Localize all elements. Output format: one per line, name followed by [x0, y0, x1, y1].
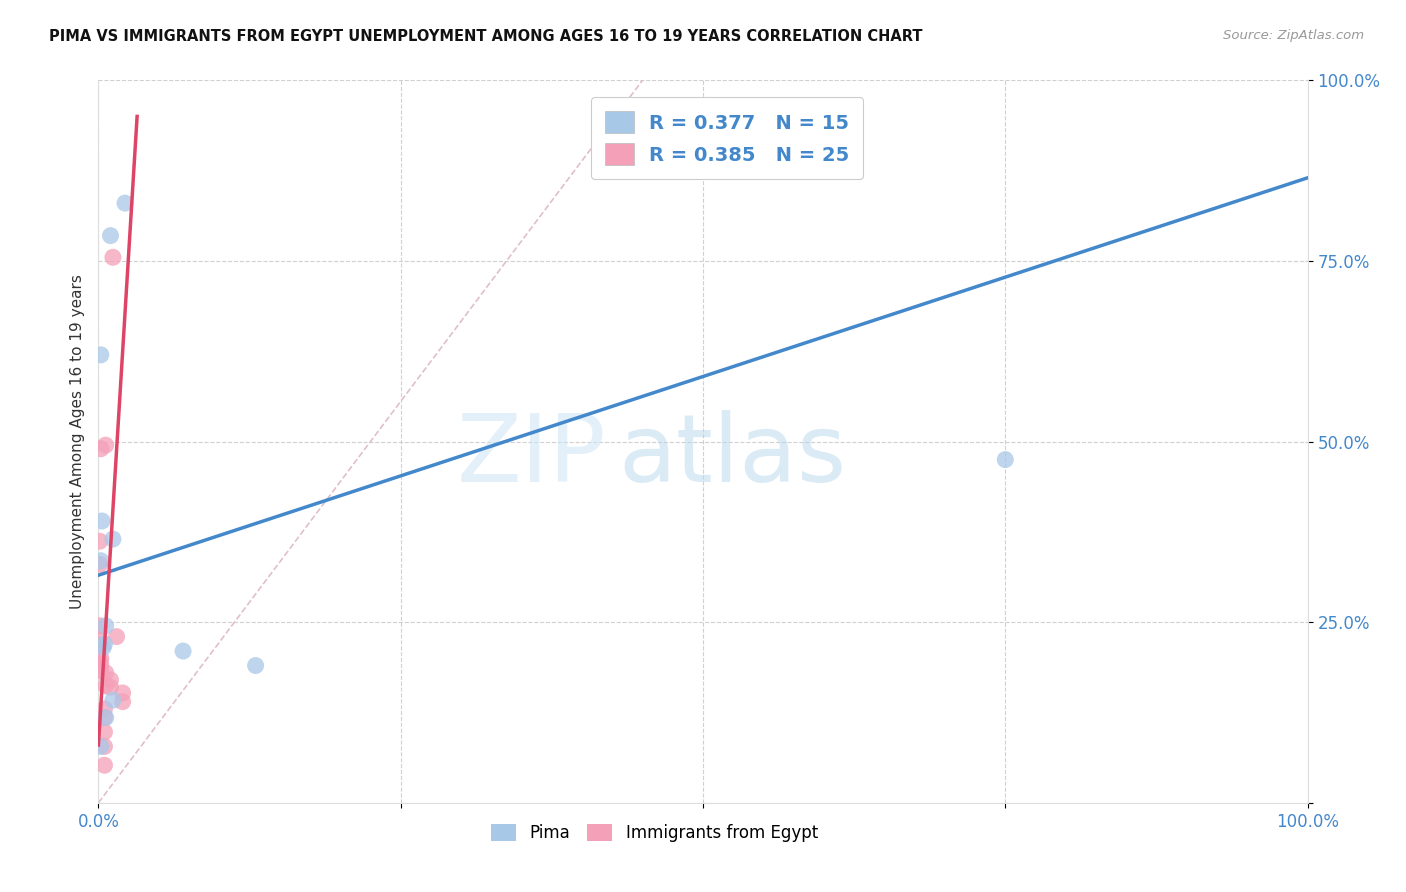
Legend: Pima, Immigrants from Egypt: Pima, Immigrants from Egypt	[485, 817, 824, 848]
Point	[245, 658, 267, 673]
Point	[172, 644, 194, 658]
Point	[93, 637, 115, 651]
Point	[114, 196, 136, 211]
Text: ZIP: ZIP	[457, 410, 606, 502]
Y-axis label: Unemployment Among Ages 16 to 19 years: Unemployment Among Ages 16 to 19 years	[69, 274, 84, 609]
Point	[89, 658, 111, 673]
Point	[101, 693, 124, 707]
Point	[93, 725, 115, 739]
Point	[100, 680, 122, 694]
Text: PIMA VS IMMIGRANTS FROM EGYPT UNEMPLOYMENT AMONG AGES 16 TO 19 YEARS CORRELATION: PIMA VS IMMIGRANTS FROM EGYPT UNEMPLOYME…	[49, 29, 922, 44]
Point	[93, 758, 115, 772]
Point	[105, 630, 128, 644]
Point	[111, 686, 134, 700]
Point	[94, 438, 117, 452]
Point	[94, 619, 117, 633]
Point	[90, 554, 112, 568]
Point	[101, 532, 124, 546]
Text: atlas: atlas	[619, 410, 846, 502]
Point	[89, 558, 111, 572]
Point	[91, 514, 114, 528]
Point	[90, 651, 112, 665]
Point	[91, 640, 114, 655]
Point	[90, 442, 112, 456]
Point	[89, 633, 111, 648]
Point	[89, 534, 111, 549]
Point	[90, 739, 112, 754]
Point	[94, 710, 117, 724]
Point	[93, 710, 115, 724]
Point	[90, 657, 112, 671]
Point	[94, 679, 117, 693]
Text: Source: ZipAtlas.com: Source: ZipAtlas.com	[1223, 29, 1364, 42]
Point	[90, 665, 112, 679]
Point	[89, 619, 111, 633]
Point	[89, 653, 111, 667]
Point	[994, 452, 1017, 467]
Point	[93, 702, 115, 716]
Point	[100, 228, 122, 243]
Point	[111, 695, 134, 709]
Point	[90, 348, 112, 362]
Point	[100, 673, 122, 687]
Point	[89, 638, 111, 652]
Point	[94, 665, 117, 680]
Point	[101, 250, 124, 264]
Point	[93, 739, 115, 754]
